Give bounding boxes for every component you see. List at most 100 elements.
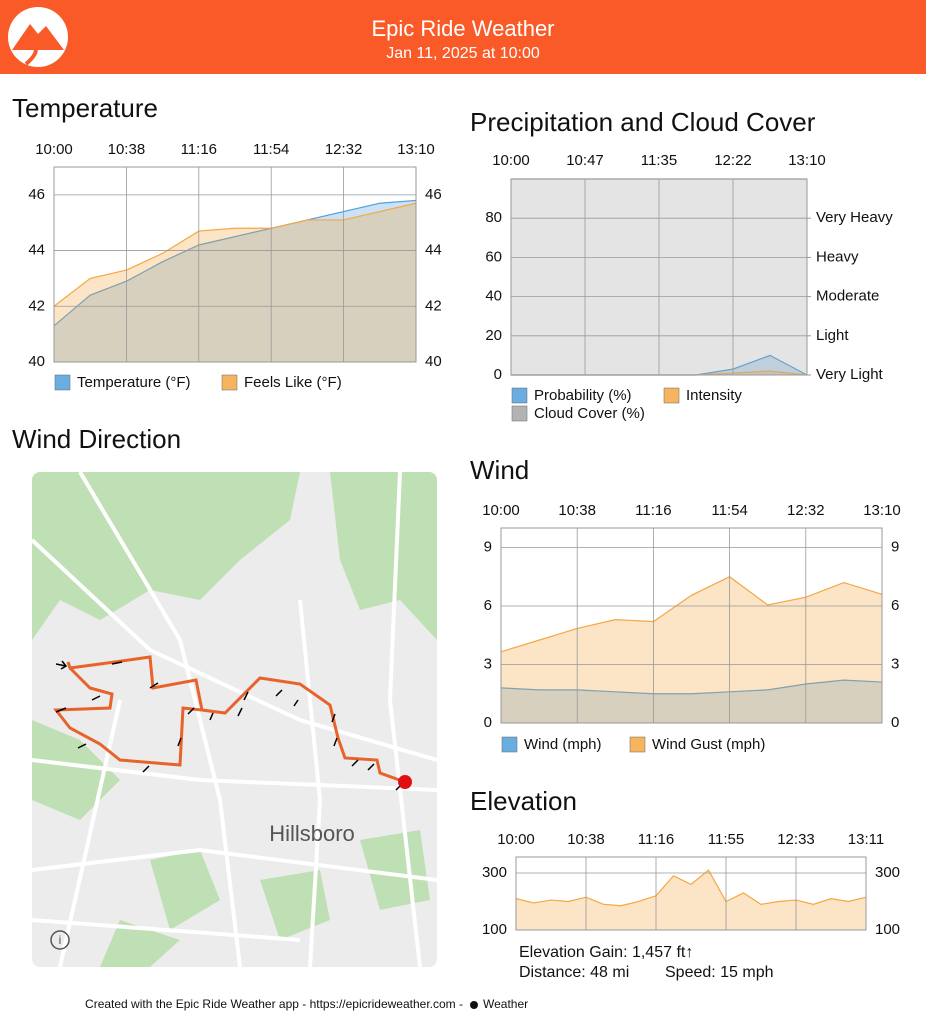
plot-background xyxy=(501,528,882,723)
x-tick-label: 10:00 xyxy=(497,831,535,848)
chart-title: Wind xyxy=(470,455,529,485)
x-tick-label: 13:10 xyxy=(397,141,435,158)
x-tick-label: 13:10 xyxy=(788,152,826,169)
y-tick-label-right: 3 xyxy=(891,655,899,672)
y-tick-label-right: 6 xyxy=(891,597,899,614)
y2-tick-label: Moderate xyxy=(816,288,879,305)
y2-tick-label: Heavy xyxy=(816,248,859,265)
y-tick-label-right: 100 xyxy=(875,921,900,938)
plot-border xyxy=(500,527,883,724)
plot-background xyxy=(54,167,416,362)
area xyxy=(501,576,882,723)
x-tick-label: 11:16 xyxy=(181,141,217,158)
brand-icon xyxy=(470,1001,478,1009)
legend-swatch xyxy=(54,374,71,391)
x-tick-label: 10:38 xyxy=(567,831,605,848)
x-tick-label: 10:00 xyxy=(482,502,520,519)
y-tick-label: 42 xyxy=(28,297,45,314)
y-tick-label: 46 xyxy=(28,186,45,203)
header-subtitle: Jan 11, 2025 at 10:00 xyxy=(386,45,540,62)
footer-text: Created with the Epic Ride Weather app -… xyxy=(85,997,463,1011)
x-tick-label: 11:54 xyxy=(253,141,289,158)
y2-tick-label: Very Heavy xyxy=(816,209,893,226)
map: Hillsboro i xyxy=(32,472,437,967)
map-label: Hillsboro xyxy=(269,821,355,846)
y-tick-label: 60 xyxy=(485,248,502,265)
legend-label: Probability (%) xyxy=(534,387,632,404)
x-tick-label: 10:47 xyxy=(566,152,604,169)
area xyxy=(54,200,416,362)
x-tick-label: 12:22 xyxy=(714,152,752,169)
y-tick-label: 0 xyxy=(494,366,502,383)
chart-title: Elevation xyxy=(470,786,577,816)
area xyxy=(54,203,416,362)
area xyxy=(516,870,866,930)
legend-swatch xyxy=(501,736,518,753)
legend-swatch xyxy=(663,387,680,404)
legend-label: Intensity xyxy=(686,387,742,404)
y-tick-label: 100 xyxy=(482,921,507,938)
x-tick-label: 11:54 xyxy=(711,502,747,519)
y-tick-label-right: 9 xyxy=(891,538,899,555)
x-tick-label: 11:16 xyxy=(638,831,674,848)
line xyxy=(53,199,417,327)
y-tick-label-right: 44 xyxy=(425,242,442,259)
y-tick-label: 0 xyxy=(484,714,492,731)
x-tick-label: 11:16 xyxy=(635,502,671,519)
legend-label: Temperature (°F) xyxy=(77,374,191,391)
y-tick-label: 40 xyxy=(28,353,45,370)
legend-label: Feels Like (°F) xyxy=(244,374,342,391)
x-tick-label: 13:10 xyxy=(863,502,901,519)
y-tick-label: 20 xyxy=(485,327,502,344)
y-tick-label: 300 xyxy=(482,864,507,881)
x-tick-label: 10:00 xyxy=(492,152,530,169)
line xyxy=(515,869,867,907)
y-tick-label: 9 xyxy=(484,538,492,555)
y-tick-label-right: 40 xyxy=(425,353,442,370)
footer-brand: Weather xyxy=(483,997,528,1011)
x-tick-label: 10:38 xyxy=(108,141,146,158)
map-title: Wind Direction xyxy=(12,424,181,454)
chart-title: Precipitation and Cloud Cover xyxy=(470,107,816,137)
legend-label: Wind Gust (mph) xyxy=(652,736,765,753)
legend-swatch xyxy=(511,387,528,404)
x-tick-label: 13:11 xyxy=(848,831,884,848)
x-tick-label: 12:33 xyxy=(777,831,815,848)
x-tick-label: 10:00 xyxy=(35,141,73,158)
x-tick-label: 11:35 xyxy=(641,152,677,169)
y-tick-label: 40 xyxy=(485,288,502,305)
x-tick-label: 11:55 xyxy=(708,831,744,848)
y2-tick-label: Light xyxy=(816,327,849,344)
header-bar xyxy=(0,0,926,74)
y2-tick-label: Very Light xyxy=(816,366,884,383)
y-tick-label-right: 42 xyxy=(425,297,442,314)
y-tick-label-right: 0 xyxy=(891,714,899,731)
legend-label: Wind (mph) xyxy=(524,736,602,753)
y-tick-label: 3 xyxy=(484,655,492,672)
area xyxy=(501,680,882,723)
line xyxy=(500,679,883,695)
legend-label: Cloud Cover (%) xyxy=(534,405,645,422)
y-tick-label-right: 300 xyxy=(875,864,900,881)
line xyxy=(500,576,883,653)
annotation: Distance: 48 mi xyxy=(519,964,629,981)
plot-border xyxy=(53,166,417,363)
legend-swatch xyxy=(221,374,238,391)
x-tick-label: 10:38 xyxy=(558,502,596,519)
plot-background xyxy=(516,857,866,930)
header-title: Epic Ride Weather xyxy=(371,16,554,41)
annotation: Speed: 15 mph xyxy=(665,964,774,981)
y-tick-label: 44 xyxy=(28,242,45,259)
y-tick-label-right: 46 xyxy=(425,186,442,203)
x-tick-label: 12:32 xyxy=(787,502,825,519)
annotation: Elevation Gain: 1,457 ft↑ xyxy=(519,944,693,961)
y-tick-label: 80 xyxy=(485,209,502,226)
legend-swatch xyxy=(629,736,646,753)
svg-text:i: i xyxy=(59,933,62,947)
legend-swatch xyxy=(511,405,528,422)
logo xyxy=(8,7,68,67)
chart-title: Temperature xyxy=(12,93,158,123)
y-tick-label: 6 xyxy=(484,597,492,614)
line xyxy=(53,202,417,307)
